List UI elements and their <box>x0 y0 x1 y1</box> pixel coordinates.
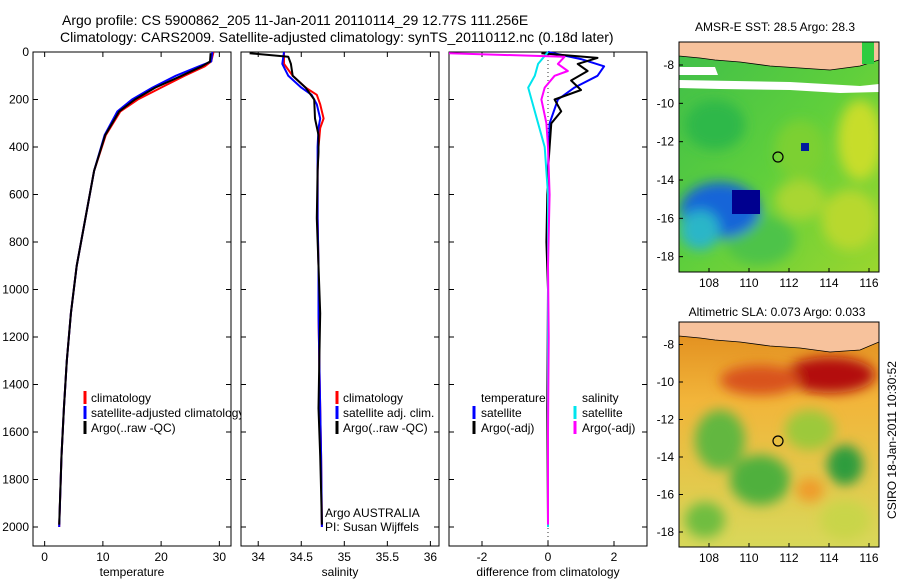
map-x-tick-label: 110 <box>739 276 758 290</box>
series-argo-raw-qc <box>58 53 212 525</box>
missing-data-band <box>679 80 879 93</box>
map-x-tick-label: 110 <box>739 551 758 565</box>
map-y-tick-label: -18 <box>657 525 675 539</box>
legend-label-satellite-adj: satellite adj. clim. <box>343 406 434 420</box>
map-y-tick-label: -16 <box>657 211 675 225</box>
x-tick-label: 20 <box>154 550 168 564</box>
temperature-panel: 0 10 20 30 0 200 400 600 800 1000 1200 1400 1600 1800… <box>2 45 244 579</box>
y-tick-label: 1800 <box>2 473 29 487</box>
java-landmass <box>679 322 879 353</box>
land-mask-patch <box>862 42 874 64</box>
legend-label-climatology: climatology <box>91 391 151 405</box>
legend-heading-temperature: temperature <box>481 391 546 405</box>
float-annotation-line-1: Argo AUSTRALIA <box>325 506 420 520</box>
map-y-tick-label: -10 <box>657 96 675 110</box>
argo-location-marker <box>772 435 784 447</box>
series-salinity-argo-adj <box>448 52 569 525</box>
difference-legend: temperature satellite Argo(-adj) salinit… <box>472 391 635 435</box>
missing-data <box>679 67 718 75</box>
legend-label-sal-satellite: satellite <box>582 406 623 420</box>
map-y-tick-label: -8 <box>663 58 674 72</box>
y-tick-label: 1600 <box>2 425 29 439</box>
y-tick-label: 0 <box>22 45 29 59</box>
map-x-tick-label: 112 <box>779 551 798 565</box>
sst-map-panel: AMSR-E SST: 28.5 Argo: 28.3 108 110 112 11 <box>657 20 880 290</box>
legend-label-satellite-adjusted: satellite-adjusted climatology <box>91 406 244 420</box>
salinity-panel: 34 34.5 35 35.5 36 salinity climatology sate… <box>240 51 440 579</box>
map-x-tick-label: 108 <box>699 551 719 565</box>
map-x-tick-label: 114 <box>819 276 838 290</box>
temperature-legend: climatology satellite-adjusted climatolo… <box>83 391 244 435</box>
x-tick-label: 35 <box>338 550 352 564</box>
map-y-tick-label: -8 <box>663 338 674 352</box>
sla-map-title: Altimetric SLA: 0.073 Argo: 0.033 <box>689 305 866 319</box>
map-y-tick-label: -14 <box>657 450 675 464</box>
y-tick-label: 200 <box>9 93 29 107</box>
x-tick-label: 34 <box>252 550 266 564</box>
salinity-legend: climatology satellite adj. clim. Argo(..… <box>335 391 434 435</box>
map-y-tick-label: -16 <box>657 488 675 502</box>
legend-heading-salinity: salinity <box>582 391 619 405</box>
map-x-tick-label: 114 <box>819 551 838 565</box>
map-y-tick-label: -18 <box>657 250 675 264</box>
y-tick-label: 800 <box>9 235 29 249</box>
x-tick-label: 36 <box>424 550 438 564</box>
legend-label-temp-argo: Argo(-adj) <box>481 421 534 435</box>
legend-label-argo: Argo(..raw -QC) <box>91 421 176 435</box>
header-line-2: Climatology: CARS2009. Satellite-adjuste… <box>60 29 614 45</box>
salinity-axes-box <box>240 51 440 547</box>
legend-label-argo: Argo(..raw -QC) <box>343 421 428 435</box>
argo-location-marker <box>772 151 784 163</box>
y-tick-label: 2000 <box>2 520 29 534</box>
sst-map-title: AMSR-E SST: 28.5 Argo: 28.3 <box>695 20 855 34</box>
timestamp-label: CSIRO 18-Jan-2011 10:30:52 <box>885 361 899 519</box>
java-landmass <box>679 42 879 71</box>
x-tick-label: 34.5 <box>290 550 314 564</box>
map-x-tick-label: 112 <box>779 276 798 290</box>
x-tick-label: -2 <box>477 550 488 564</box>
x-tick-label: 30 <box>213 550 227 564</box>
map-y-tick-label: -10 <box>657 375 675 389</box>
x-tick-label: 2 <box>611 550 618 564</box>
map-y-tick-label: -12 <box>657 135 675 149</box>
sst-map-frame <box>678 41 880 273</box>
series-argo-raw-qc <box>249 52 323 525</box>
sla-map-frame <box>678 321 880 548</box>
map-x-tick-label: 108 <box>699 276 719 290</box>
y-tick-label: 1200 <box>2 330 29 344</box>
x-tick-label: 35.5 <box>376 550 400 564</box>
cold-spot <box>801 143 809 151</box>
x-tick-label: 0 <box>41 550 48 564</box>
difference-panel: -2 0 2 difference from climatology tempera… <box>448 51 648 579</box>
cold-anomaly <box>732 190 760 214</box>
map-x-tick-label: 116 <box>859 551 878 565</box>
temperature-xlabel: temperature <box>100 565 165 579</box>
x-tick-label: 10 <box>96 550 110 564</box>
temperature-axes-box <box>32 51 232 547</box>
map-y-tick-label: -12 <box>657 413 675 427</box>
legend-label-climatology: climatology <box>343 391 403 405</box>
legend-label-temp-satellite: satellite <box>481 406 522 420</box>
y-tick-label: 1400 <box>2 378 29 392</box>
sst-map-image <box>679 42 879 272</box>
x-tick-label: 0 <box>545 550 552 564</box>
float-annotation-line-2: PI: Susan Wijffels <box>325 520 419 534</box>
y-tick-label: 1000 <box>2 283 29 297</box>
header-line-1: Argo profile: CS 5900862_205 11-Jan-2011… <box>62 12 528 28</box>
sla-map-panel: Altimetric SLA: 0.073 Argo: 0.033 108 110… <box>657 305 880 565</box>
difference-xlabel: difference from climatology <box>476 565 619 579</box>
legend-label-sal-argo: Argo(-adj) <box>582 421 635 435</box>
y-tick-label: 400 <box>9 140 29 154</box>
map-x-tick-label: 116 <box>859 276 878 290</box>
y-tick-label: 600 <box>9 188 29 202</box>
salinity-xlabel: salinity <box>322 565 359 579</box>
sla-map-image <box>679 322 879 547</box>
map-y-tick-label: -14 <box>657 173 675 187</box>
